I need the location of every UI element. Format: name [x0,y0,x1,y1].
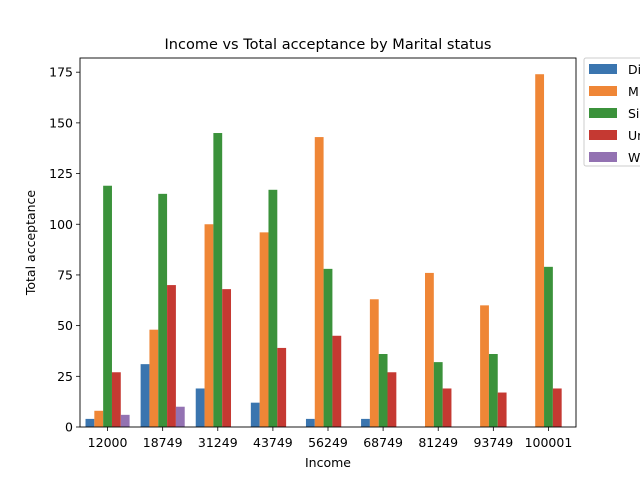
y-axis: 0 25 50 75 100 125 150 175 [49,65,80,435]
bar-ur-68749 [387,372,397,427]
y-tick-label: 0 [65,420,73,435]
x-tick-label: 43749 [253,435,293,450]
bar-ur-100001 [552,388,562,427]
bar-ur-56249 [332,335,342,427]
bar-si-56249 [323,268,333,427]
plot-frame [79,57,577,428]
chart-title: Income vs Total acceptance by Marital st… [165,37,492,53]
legend-swatch-di [589,64,617,74]
bars-group [85,74,562,427]
y-axis-label: Total acceptance [23,190,38,297]
legend-label-w: W [628,150,640,165]
x-tick-label: 12000 [88,435,128,450]
x-tick-label: 56249 [308,435,348,450]
bar-m-31249 [204,224,214,427]
legend-label-si: Si [628,106,639,121]
y-tick-label: 150 [49,115,73,130]
x-tick-label: 93749 [473,435,513,450]
bar-si-31249 [213,133,223,427]
x-tick-label: 31249 [198,435,238,450]
x-tick-label: 81249 [418,435,458,450]
x-tick-label: 100001 [525,435,573,450]
y-tick-label: 100 [49,217,73,232]
bar-ur-81249 [442,388,452,427]
x-tick-label: 18749 [143,435,183,450]
x-tick-label: 68749 [363,435,403,450]
bar-si-100001 [544,266,553,427]
legend-swatch-w [589,152,617,162]
bar-si-68749 [378,354,388,427]
x-axis: 12000 18749 31249 43749 56249 68749 81249 93749… [88,427,573,450]
bar-si-12000 [103,185,112,427]
bar-w-18749 [175,406,185,427]
legend: Di M Si Ur W [583,57,640,167]
legend-label-ur: Ur [628,128,640,143]
bar-m-100001 [535,74,545,427]
bar-m-12000 [94,410,104,427]
y-tick-label: 50 [57,318,73,333]
bar-m-81249 [425,272,434,427]
x-axis-label: Income [305,455,351,470]
y-tick-label: 125 [49,166,73,181]
y-tick-label: 175 [49,65,73,80]
bar-si-43749 [268,189,278,427]
bar-ur-43749 [277,347,287,427]
bar-m-56249 [314,137,324,427]
legend-swatch-m [589,86,617,96]
legend-swatch-si [589,108,617,118]
bar-di-18749 [140,364,150,427]
y-tick-label: 75 [57,267,73,282]
bar-si-18749 [158,193,168,427]
bar-si-93749 [488,354,498,427]
bar-ur-18749 [167,285,176,427]
bar-w-12000 [120,414,130,427]
bar-m-18749 [149,329,159,427]
legend-label-m: M [628,84,639,99]
bar-m-43749 [259,232,269,427]
bar-si-81249 [433,362,443,427]
bar-di-43749 [250,402,260,427]
bar-ur-12000 [111,372,121,427]
bar-ur-93749 [497,392,507,427]
legend-swatch-ur [589,130,617,140]
bar-di-68749 [361,418,370,427]
bar-di-31249 [195,388,205,427]
bar-ur-31249 [222,289,232,427]
bar-m-93749 [480,305,489,427]
bar-m-68749 [369,299,379,427]
bar-di-12000 [85,418,95,427]
legend-label-di: Di [628,62,640,77]
y-tick-label: 25 [57,369,73,384]
bar-di-56249 [305,418,315,427]
